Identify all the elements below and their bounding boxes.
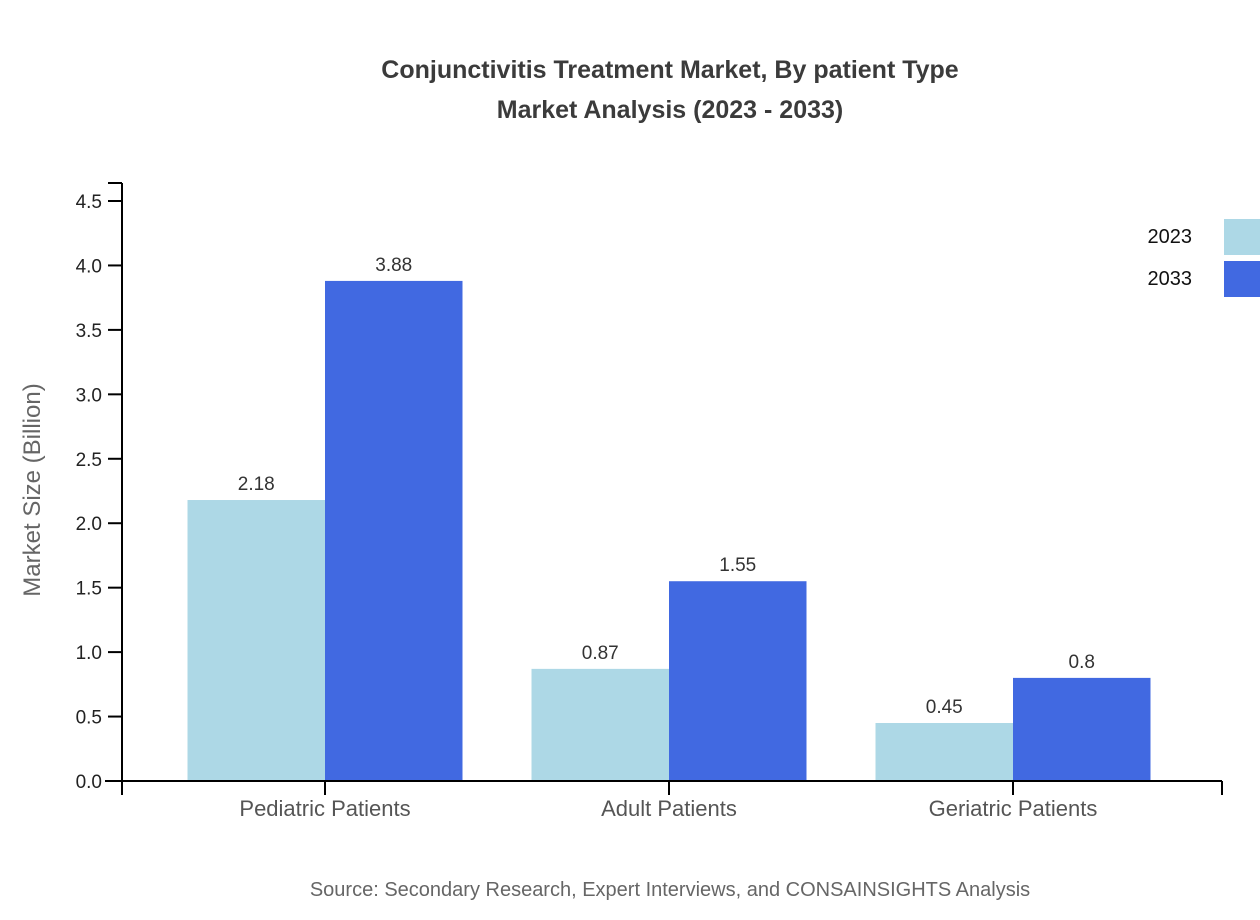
y-tick-label-1.0: 1.0 — [76, 643, 102, 664]
legend: 2023 2033 — [1148, 219, 1260, 297]
x-category-label-pediatric-patients: Pediatric Patients — [239, 796, 410, 821]
legend-label-2023: 2023 — [1147, 225, 1193, 248]
source-note: Source: Secondary Research, Expert Inter… — [309, 879, 1031, 901]
value-label-2023-geriatric-patients: 0.45 — [926, 697, 963, 718]
value-label-2033-pediatric-patients: 3.88 — [375, 255, 412, 276]
bar-2033-geriatric-patients — [1013, 677, 1151, 781]
value-label-2033-adult-patients: 1.55 — [719, 555, 756, 576]
y-tick-label-4.0: 4.0 — [76, 256, 102, 277]
legend-item-2033: 2033 — [1148, 261, 1260, 297]
chart-title-block: Conjunctivitis Treatment Market, By pati… — [80, 50, 1260, 130]
x-category-label-geriatric-patients: Geriatric Patients — [929, 796, 1098, 821]
y-tick-label-4.5: 4.5 — [76, 192, 102, 213]
y-tick-label-1.5: 1.5 — [76, 579, 102, 600]
bar-2023-geriatric-patients — [875, 723, 1013, 781]
bar-2033-pediatric-patients — [325, 280, 463, 781]
legend-item-2023: 2023 — [1148, 219, 1260, 255]
bar-2023-pediatric-patients — [187, 500, 325, 781]
bar-2023-adult-patients — [531, 668, 669, 781]
value-label-2023-adult-patients: 0.87 — [582, 643, 619, 664]
y-tick-label-2.5: 2.5 — [76, 450, 102, 471]
chart-subtitle: Market Analysis (2023 - 2033) — [496, 96, 844, 124]
y-tick-label-0.5: 0.5 — [76, 708, 102, 729]
y-tick-label-3.0: 3.0 — [76, 385, 102, 406]
legend-swatch-2033 — [1224, 261, 1260, 297]
legend-swatch-2023 — [1224, 219, 1260, 255]
y-tick-label-0.0: 0.0 — [76, 772, 102, 793]
y-tick-label-2.0: 2.0 — [76, 514, 102, 535]
chart-title: Conjunctivitis Treatment Market, By pati… — [381, 56, 959, 84]
x-category-label-adult-patients: Adult Patients — [601, 796, 737, 821]
value-label-2033-geriatric-patients: 0.8 — [1069, 652, 1095, 673]
y-tick-label-3.5: 3.5 — [76, 321, 102, 342]
legend-label-2033: 2033 — [1147, 267, 1193, 290]
value-label-2023-pediatric-patients: 2.18 — [238, 474, 275, 495]
bar-2033-adult-patients — [669, 581, 807, 781]
